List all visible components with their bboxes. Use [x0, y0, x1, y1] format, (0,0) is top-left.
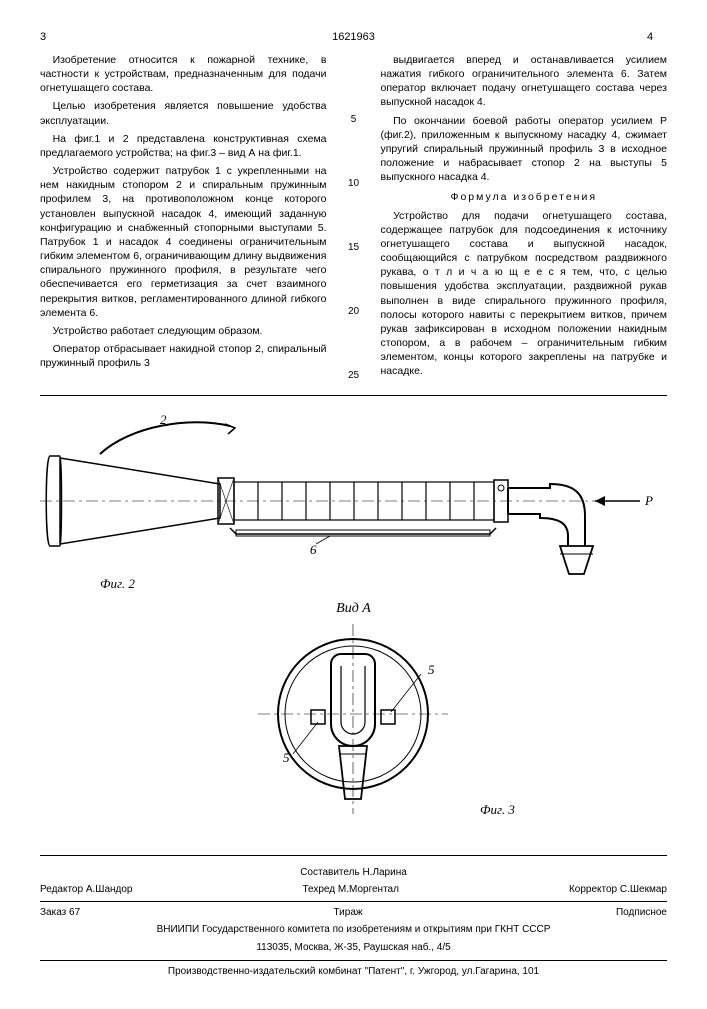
para: По окончании боевой работы оператор усил… — [381, 114, 668, 185]
callout-5b: 5 — [428, 662, 435, 677]
compiler-name: Н.Ларина — [362, 867, 406, 878]
para: Устройство работает следующим образом. — [40, 324, 327, 338]
left-column: Изобретение относится к пожарной технике… — [40, 53, 327, 383]
page-number-right: 4 — [647, 30, 667, 45]
para: Устройство содержит патрубок 1 с укрепле… — [40, 164, 327, 320]
figures-area: 2 P — [40, 395, 667, 839]
para: Целью изобретения является повышение удо… — [40, 99, 327, 127]
order-num: 67 — [69, 907, 80, 918]
header-row: 3 1621963 4 — [40, 30, 667, 45]
figure-3: 5 5 Фиг. 3 — [40, 619, 667, 839]
page-number-left: 3 — [40, 30, 60, 45]
para: Изобретение относится к пожарной технике… — [40, 53, 327, 96]
order-row: Заказ 67 Тираж Подписное — [40, 901, 667, 920]
corrector-label: Корректор — [569, 884, 617, 895]
order-label: Заказ — [40, 907, 66, 918]
org-line: ВНИИПИ Государственного комитета по изоб… — [40, 923, 667, 937]
line-num: 5 — [345, 113, 363, 127]
footer-line: Производственно-издательский комбинат "П… — [40, 960, 667, 979]
para: Оператор отбрасывает накидной стопор 2, … — [40, 342, 327, 370]
line-numbers: 5 10 15 20 25 — [345, 53, 363, 383]
figure-2: 2 P — [40, 406, 667, 596]
corrector-name: С.Шекмар — [620, 884, 667, 895]
document-number: 1621963 — [332, 30, 375, 45]
para: выдвигается вперед и останавливается уси… — [381, 53, 668, 110]
fig2-label: Фиг. 2 — [100, 576, 135, 591]
tirage-label: Тираж — [334, 906, 363, 920]
subscription: Подписное — [616, 906, 667, 920]
credits-block: Составитель Н.Ларина Редактор А.Шандор Т… — [40, 855, 667, 979]
formula-title: Формула изобретения — [381, 190, 668, 204]
address-line: 113035, Москва, Ж-35, Раушская наб., 4/5 — [40, 941, 667, 955]
line-num: 15 — [345, 241, 363, 255]
para: Устройство для подачи огнетушащего соста… — [381, 209, 668, 379]
fig3-title: Вид А — [40, 600, 667, 619]
editor-name: А.Шандор — [86, 884, 133, 895]
line-num: 10 — [345, 177, 363, 191]
line-num: 20 — [345, 305, 363, 319]
callout-6: 6 — [310, 542, 317, 557]
compiler-label: Составитель — [300, 867, 359, 878]
fig3-label: Фиг. 3 — [480, 802, 515, 817]
callout-5a: 5 — [283, 750, 290, 765]
para: На фиг.1 и 2 представлена конструктивная… — [40, 132, 327, 160]
techred-label: Техред — [302, 884, 335, 895]
line-num: 25 — [345, 369, 363, 383]
right-column: выдвигается вперед и останавливается уси… — [381, 53, 668, 383]
techred-name: М.Моргентал — [338, 884, 399, 895]
editor-label: Редактор — [40, 884, 83, 895]
text-columns: Изобретение относится к пожарной технике… — [40, 53, 667, 383]
editor-row: Редактор А.Шандор Техред М.Моргентал Кор… — [40, 883, 667, 897]
callout-p: P — [644, 493, 653, 508]
callout-2: 2 — [160, 412, 167, 427]
compiler-row: Составитель Н.Ларина — [40, 866, 667, 880]
